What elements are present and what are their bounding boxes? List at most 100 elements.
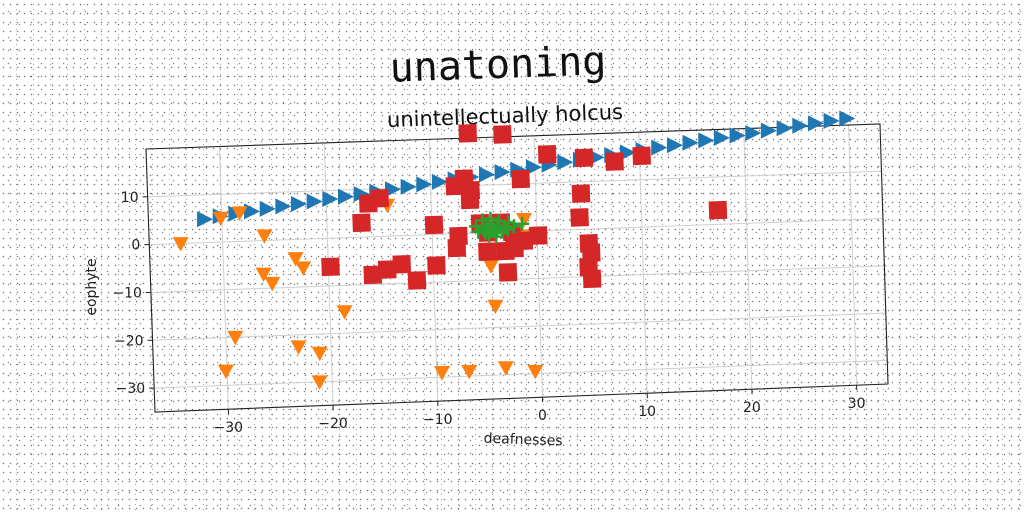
x-tick-label: −20 bbox=[318, 416, 348, 432]
axes-frame bbox=[145, 123, 889, 413]
square-point bbox=[392, 254, 412, 274]
plus-point bbox=[489, 229, 504, 244]
triangle-right-point bbox=[525, 159, 542, 176]
x-gridline bbox=[743, 128, 753, 390]
square-point bbox=[478, 242, 497, 261]
triangle-down-point bbox=[217, 364, 234, 380]
triangle-down-point bbox=[497, 361, 514, 376]
triangle-right-point bbox=[807, 115, 824, 132]
triangle-right-point bbox=[259, 200, 276, 217]
square-point bbox=[582, 269, 602, 289]
triangle-right-point bbox=[792, 117, 809, 134]
triangle-right-point bbox=[431, 173, 448, 190]
square-point bbox=[571, 184, 591, 203]
square-point bbox=[352, 213, 371, 233]
triangle-right-point bbox=[745, 125, 762, 142]
y-tick-label: −30 bbox=[116, 381, 146, 397]
triangle-right-point bbox=[557, 154, 574, 171]
triangle-down-point bbox=[311, 346, 328, 362]
triangle-down-point bbox=[212, 211, 229, 227]
triangle-down-point bbox=[311, 375, 328, 390]
y-gridline bbox=[152, 312, 886, 341]
y-tick-label: −20 bbox=[114, 333, 144, 349]
y-axis-label: eophyte bbox=[84, 258, 100, 315]
square-point bbox=[570, 208, 589, 227]
triangle-down-point bbox=[434, 366, 451, 381]
square-point bbox=[407, 271, 427, 290]
plot-area: −30 −20 −10 0 10 20 30 10 0 −10 −20 −30 bbox=[112, 110, 889, 436]
x-tick-label: 20 bbox=[743, 400, 761, 416]
x-tick-label: −10 bbox=[423, 412, 453, 428]
triangle-right-point bbox=[353, 186, 370, 203]
plus-point bbox=[491, 213, 506, 228]
square-point bbox=[427, 256, 446, 275]
x-gridline bbox=[848, 125, 858, 386]
x-gridline bbox=[638, 132, 648, 394]
triangle-right-point bbox=[306, 193, 323, 210]
square-point bbox=[458, 123, 478, 143]
triangle-down-point bbox=[487, 299, 504, 315]
ticks: −30 −20 −10 0 10 20 30 10 0 −10 −20 −30 bbox=[112, 190, 865, 436]
x-axis-label: deafnesses bbox=[483, 431, 563, 450]
plus-point bbox=[515, 216, 530, 231]
triangle-down-point bbox=[295, 261, 312, 276]
square-point bbox=[505, 238, 524, 258]
triangle-right-point bbox=[651, 139, 668, 156]
triangle-down-point bbox=[336, 305, 353, 320]
x-gridline bbox=[533, 135, 543, 398]
triangle-down-point bbox=[172, 237, 189, 252]
square-point bbox=[574, 148, 594, 168]
triangle-right-point bbox=[682, 134, 699, 151]
triangle-right-point bbox=[384, 181, 401, 198]
y-tick-label: 10 bbox=[121, 190, 139, 206]
triangle-right-point bbox=[839, 110, 856, 127]
data-marks bbox=[172, 110, 856, 390]
y-tick-label: −10 bbox=[112, 285, 142, 301]
square-point bbox=[605, 152, 624, 171]
square-point bbox=[377, 260, 397, 279]
triangle-right-point bbox=[713, 129, 730, 146]
square-point bbox=[537, 145, 557, 164]
square-point bbox=[493, 125, 512, 144]
triangle-right-point bbox=[275, 198, 292, 215]
square-point bbox=[358, 194, 378, 213]
triangle-down-point bbox=[264, 276, 281, 292]
triangle-down-point bbox=[461, 365, 478, 380]
plus-point bbox=[501, 215, 516, 230]
square-point bbox=[632, 146, 651, 166]
triangle-down-point bbox=[256, 229, 273, 244]
triangle-down-point bbox=[287, 252, 304, 267]
square-point bbox=[447, 238, 467, 258]
triangle-right-point bbox=[698, 132, 715, 149]
y-tick-label: 0 bbox=[131, 238, 140, 254]
x-tick-label: 0 bbox=[538, 408, 547, 424]
triangle-right-point bbox=[322, 191, 339, 208]
triangle-right-point bbox=[494, 164, 511, 181]
triangle-right-point bbox=[776, 120, 793, 137]
triangle-right-point bbox=[400, 178, 417, 195]
triangle-right-point bbox=[337, 188, 354, 205]
y-gridline bbox=[154, 359, 888, 389]
triangle-right-point bbox=[619, 144, 636, 161]
plus-point bbox=[475, 213, 490, 228]
triangle-right-point bbox=[244, 203, 261, 220]
chart-title: unatoning bbox=[389, 38, 607, 92]
triangle-down-point bbox=[527, 364, 544, 380]
triangle-down-point bbox=[255, 267, 272, 283]
square-point bbox=[581, 243, 601, 262]
triangle-down-point bbox=[231, 206, 248, 221]
square-point bbox=[363, 265, 383, 285]
square-point bbox=[460, 190, 480, 210]
triangle-down-point bbox=[227, 330, 244, 346]
square-point bbox=[528, 226, 548, 245]
triangle-right-point bbox=[478, 166, 495, 183]
plot-frame bbox=[145, 123, 889, 413]
triangle-right-point bbox=[197, 211, 214, 228]
triangle-right-point bbox=[666, 137, 683, 154]
triangle-right-point bbox=[291, 195, 308, 212]
triangle-right-point bbox=[760, 122, 777, 139]
triangle-down-point bbox=[290, 340, 307, 355]
plus-point bbox=[483, 211, 498, 226]
x-tick-label: −30 bbox=[214, 420, 244, 436]
